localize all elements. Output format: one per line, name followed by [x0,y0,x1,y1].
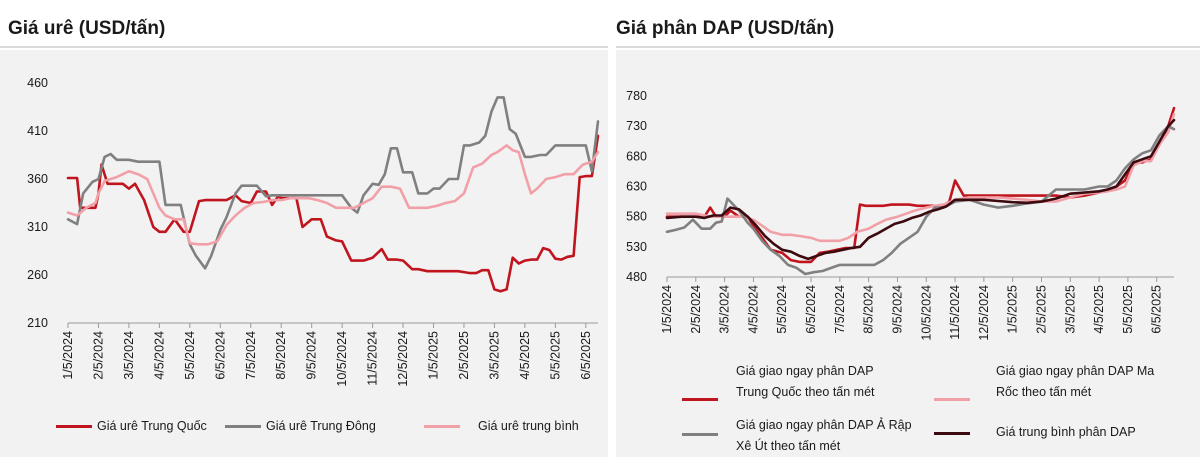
urea-y-tick-label: 210 [27,316,48,330]
dap-x-tick-label: 2/5/2025 [1034,285,1048,334]
urea-series-line-2 [66,144,600,246]
dap-y-tick-label: 530 [626,240,647,254]
urea-x-tick-label: 1/5/2025 [427,331,441,380]
dap-x-tick-label: 5/5/2024 [775,285,789,334]
legend-label-average-dap: Giá trung bình phân DAP [996,425,1136,439]
urea-x-tick-label: 2/5/2024 [91,331,105,380]
legend-swatch-china-urea [56,425,92,428]
urea-x-tick-label: 4/5/2025 [518,331,532,380]
legend-label-morocco-dap: Giá giao ngay phân DAP Ma Rốc theo tấn m… [996,364,1155,399]
dap-x-tick-label: 1/5/2024 [660,285,674,334]
dap-x-tick-label: 4/5/2025 [1092,285,1106,334]
urea-x-tick-label: 10/5/2024 [335,331,349,387]
urea-x-tick-label: 3/5/2025 [487,331,501,380]
dap-x-tick-label: 7/5/2024 [833,285,847,334]
urea-x-tick-label: 5/5/2025 [548,331,562,380]
dap-series-line-2 [665,124,1176,276]
dap-x-tick-label: 10/5/2024 [919,285,933,341]
dap-price-chart: 480 530 580 630 680 730 780 1/5/2024 2/5/2024 3/5… [626,89,1176,341]
legend-label-china-dap: Giá giao ngay phân DAP Trung Quốc theo t… [736,364,875,399]
legend-swatch-average-urea [424,425,460,428]
dap-series-line-1 [665,112,1176,243]
dap-x-tick-label: 4/5/2024 [746,285,760,334]
dap-x-tick-label: 6/5/2025 [1150,285,1164,334]
dap-x-tick-label: 9/5/2024 [890,285,904,334]
urea-x-tick-label: 3/5/2024 [122,331,136,380]
dap-chart-title: Giá phân DAP (USD/tấn) [616,18,835,39]
urea-x-tick-label: 7/5/2024 [244,331,258,380]
legend-swatch-saudi-dap [682,433,718,436]
dap-y-tick-label: 580 [626,210,647,224]
dap-legend: Giá giao ngay phân DAP Trung Quốc theo t… [616,360,1200,457]
dap-y-tick-label: 480 [626,270,647,284]
urea-x-tick-label: 2/5/2025 [457,331,471,380]
urea-x-tick-label: 6/5/2025 [579,331,593,380]
urea-x-tick-label: 6/5/2024 [213,331,227,380]
dap-y-tick-label: 630 [626,180,647,194]
urea-chart-title: Giá urê (USD/tấn) [8,18,166,39]
dap-x-tick-label: 3/5/2024 [718,285,732,334]
urea-y-tick-label: 310 [27,220,48,234]
dap-x-tick-label: 12/5/2024 [977,285,991,341]
legend-swatch-morocco-dap [934,398,970,401]
legend-swatch-average-dap [934,432,970,435]
dap-x-tick-label: 8/5/2024 [862,285,876,334]
urea-y-tick-label: 360 [27,172,48,186]
urea-x-tick-label: 12/5/2024 [396,331,410,387]
urea-x-tick-label: 1/5/2024 [61,331,75,380]
urea-series-line-1 [66,96,600,270]
urea-y-tick-label: 260 [27,268,48,282]
urea-price-chart: 210 260 310 360 410 460 1/5/2024 2/5/2024 3/5/20… [27,76,600,387]
urea-y-tick-label: 460 [27,76,48,90]
urea-series-line-0 [66,134,600,293]
dap-x-tick-label: 11/5/2024 [948,285,962,340]
dap-series-line-0 [665,106,1176,264]
urea-x-tick-label: 4/5/2024 [152,331,166,380]
legend-swatch-middle-east-urea [225,425,261,428]
dap-y-tick-label: 730 [626,119,647,133]
urea-y-tick-label: 410 [27,124,48,138]
dap-x-tick-label: 2/5/2024 [689,285,703,334]
urea-x-tick-label: 9/5/2024 [305,331,319,380]
legend-label-saudi-dap: Giá giao ngay phân DAP Ả Rập Xê Út theo … [736,418,912,453]
urea-x-tick-label: 11/5/2024 [366,331,380,386]
legend-label-middle-east-urea: Giá urê Trung Đông [266,419,376,433]
dap-x-tick-label: 6/5/2024 [804,285,818,334]
dap-chart-background [616,50,1200,457]
dap-y-tick-label: 680 [626,149,647,163]
dap-y-tick-label: 780 [626,89,647,103]
dap-x-tick-label: 5/5/2025 [1121,285,1135,334]
legend-label-average-urea: Giá urê trung bình [478,419,579,433]
dap-x-tick-label: 1/5/2025 [1006,285,1020,334]
dap-title-divider [616,46,1200,48]
urea-x-tick-label: 5/5/2024 [183,331,197,380]
urea-legend: Giá urê Trung Quốc Giá urê Trung Đông Gi… [0,414,608,444]
dap-x-tick-label: 3/5/2025 [1063,285,1077,334]
urea-title-divider [0,46,608,48]
legend-label-china-urea: Giá urê Trung Quốc [97,419,207,433]
legend-swatch-china-dap [682,398,718,401]
dap-series-line-3 [665,118,1176,261]
urea-x-tick-label: 8/5/2024 [274,331,288,380]
